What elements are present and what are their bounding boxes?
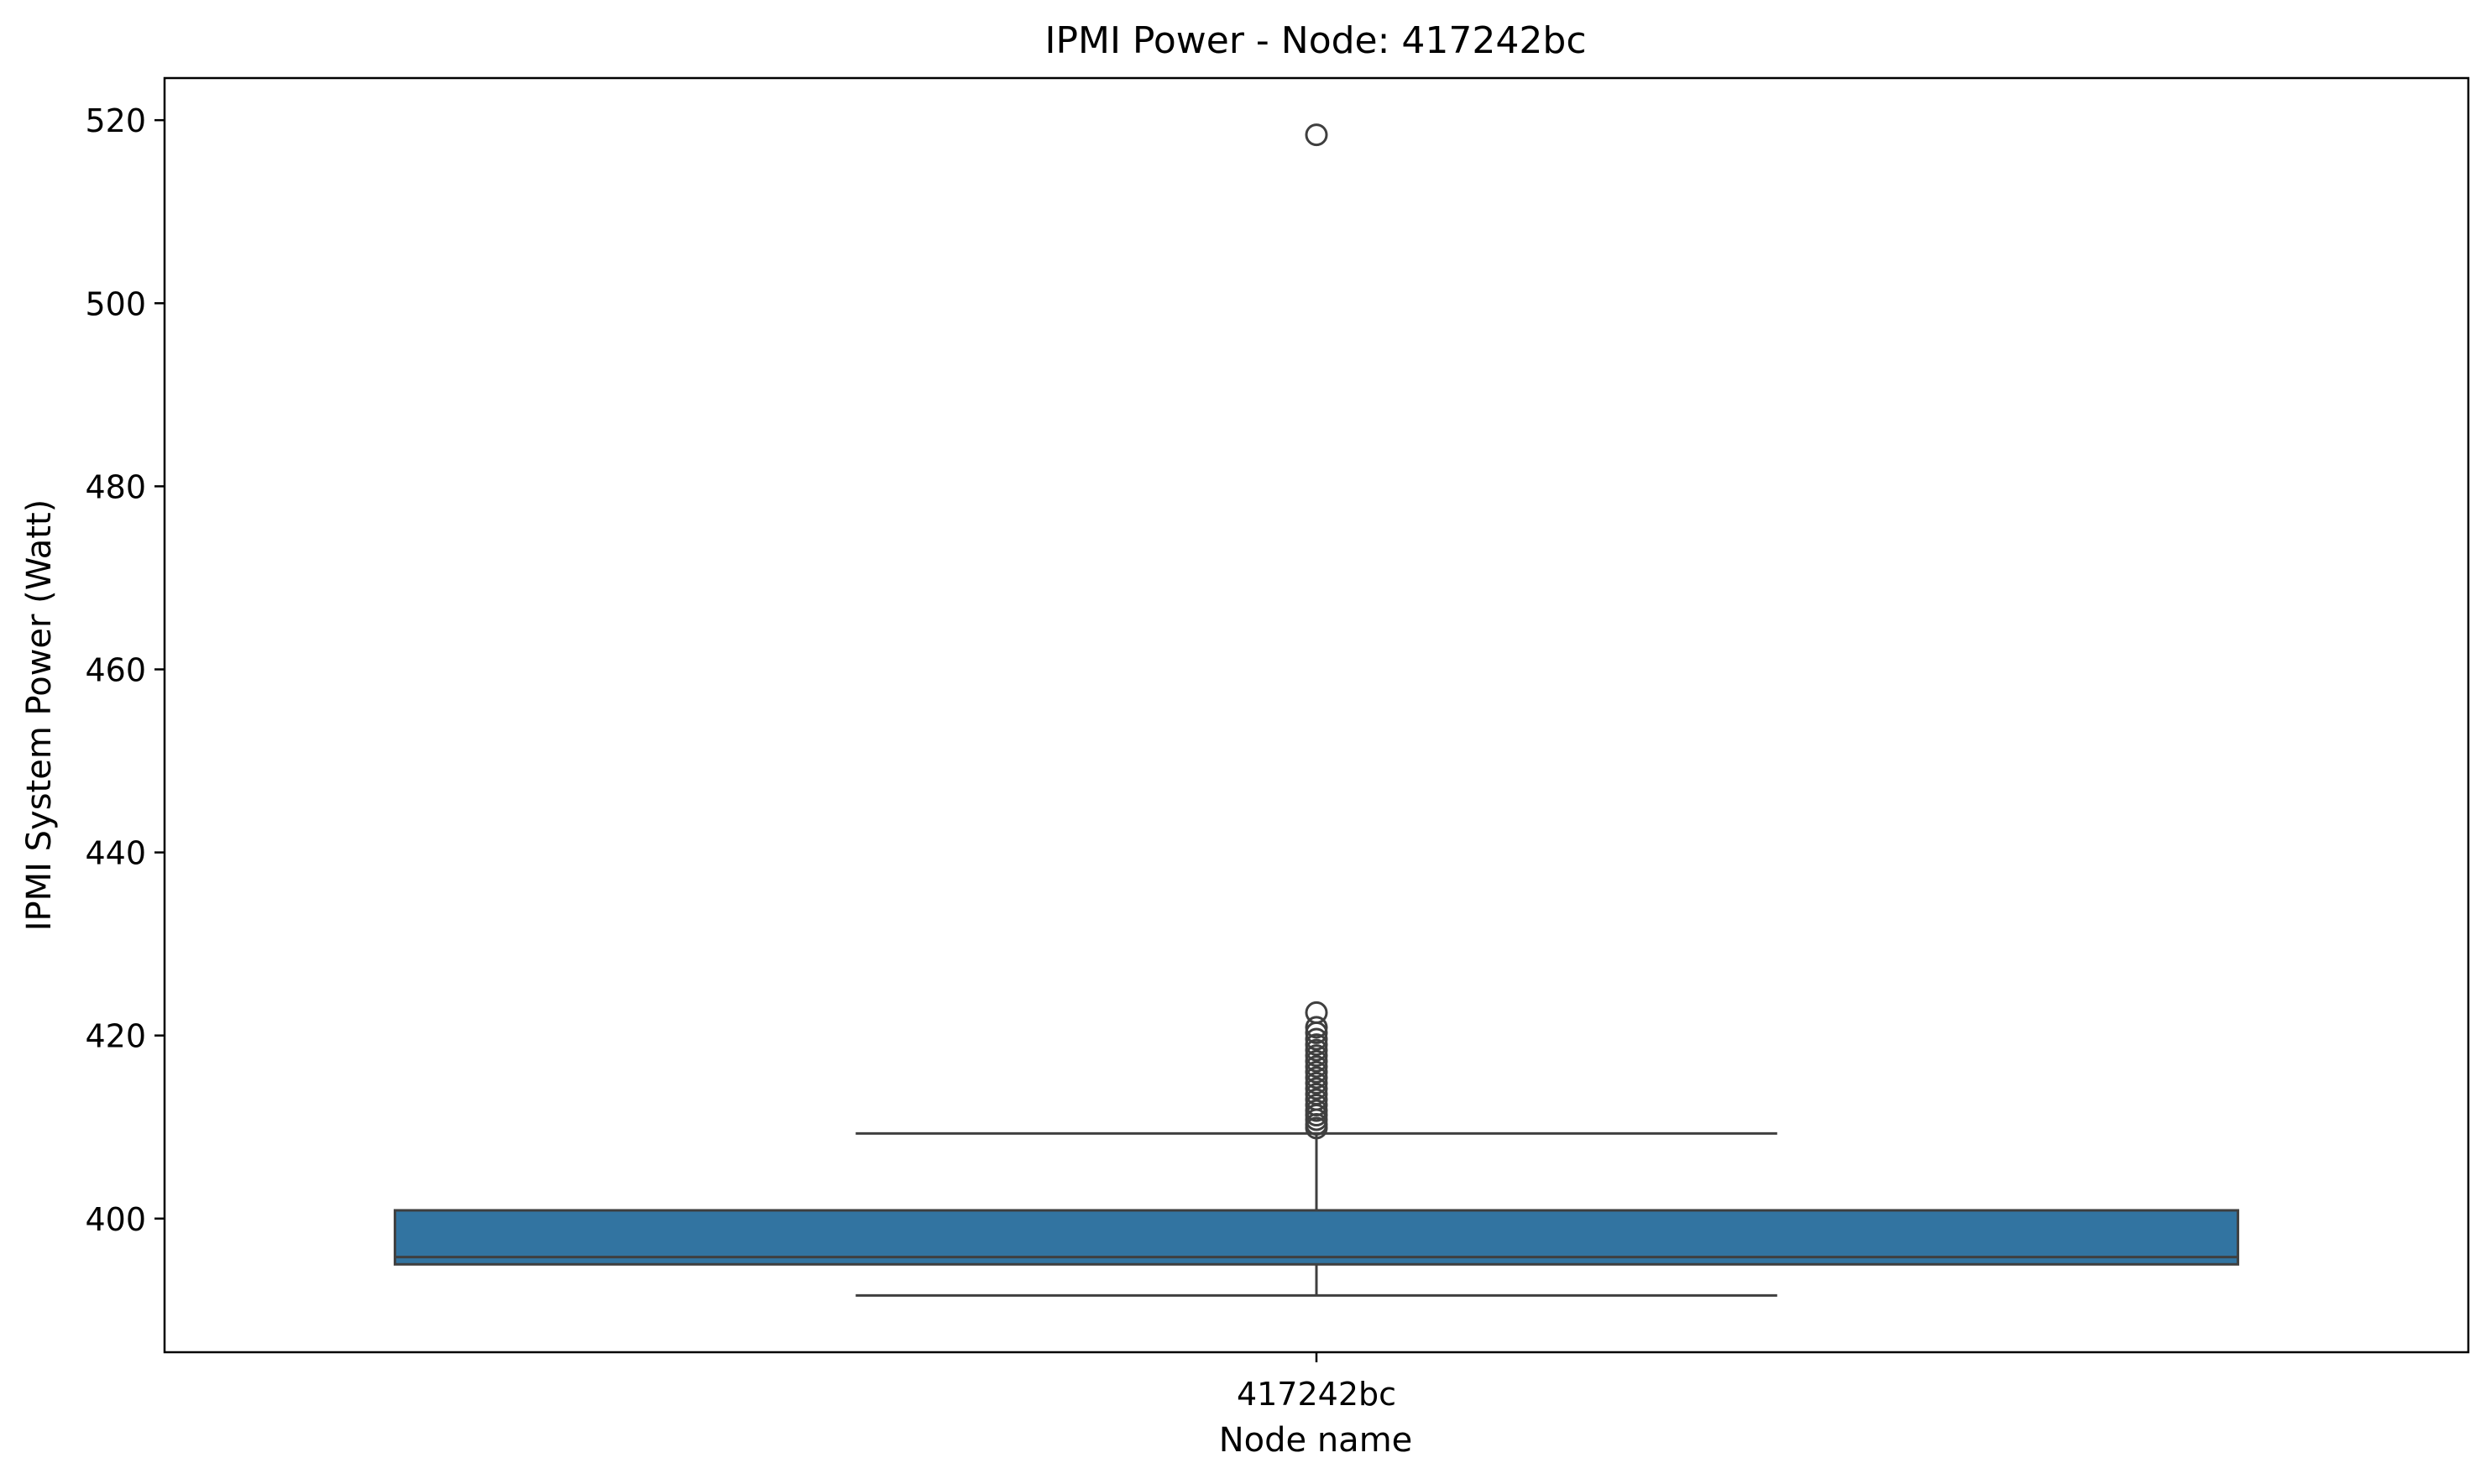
outlier-point <box>1305 1082 1328 1105</box>
outlier-point <box>1305 1044 1328 1068</box>
outlier-point <box>1305 1038 1328 1062</box>
y-tick-label: 440 <box>85 835 146 872</box>
outlier-point <box>1305 1099 1328 1122</box>
y-tick-label: 420 <box>85 1018 146 1055</box>
y-tick-label: 480 <box>85 468 146 505</box>
y-axis: 400 420 440 460 480 500 520 <box>85 102 165 1238</box>
y-tick-label: 400 <box>85 1201 146 1238</box>
outlier-point <box>1305 1033 1328 1057</box>
outlier-point <box>1305 1055 1328 1079</box>
outlier-point <box>1305 1016 1328 1039</box>
outlier-point <box>1305 1071 1328 1095</box>
y-tick-label: 500 <box>85 285 146 322</box>
y-tick-label: 520 <box>85 102 146 139</box>
outlier-point <box>1305 1077 1328 1100</box>
x-tick-label: 417242bc <box>1237 1376 1396 1413</box>
x-axis: 417242bc <box>1237 1352 1396 1413</box>
y-axis-label: IPMI System Power (Watt) <box>20 499 59 932</box>
y-tick-label: 460 <box>85 651 146 688</box>
outlier-point <box>1305 1001 1328 1024</box>
outlier-point <box>1305 1066 1328 1089</box>
outlier-point <box>1305 1060 1328 1084</box>
outlier-point <box>1305 123 1328 147</box>
outlier-point <box>1305 1088 1328 1111</box>
iqr-box <box>393 1209 2240 1266</box>
outlier-point <box>1305 1094 1328 1117</box>
chart-title: IPMI Power - Node: 417242bc <box>1044 19 1586 62</box>
plot-area <box>393 123 2240 1297</box>
outlier-point <box>1305 1027 1328 1051</box>
outlier-point <box>1305 1049 1328 1073</box>
x-axis-label: Node name <box>1219 1421 1413 1460</box>
